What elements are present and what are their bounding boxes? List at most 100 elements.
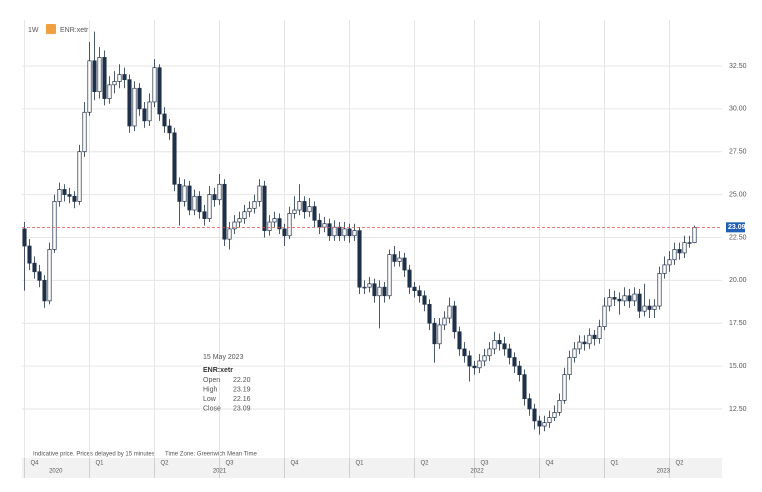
candle-body <box>42 279 47 302</box>
candle-body <box>587 334 592 345</box>
candle-body <box>497 340 502 345</box>
x-tick-label: Q4 <box>31 461 40 467</box>
candle-body <box>487 348 492 357</box>
candle-body <box>147 101 152 122</box>
candle-body <box>52 201 57 250</box>
candle-body <box>687 242 692 244</box>
candle-body <box>372 283 377 297</box>
candle-body <box>417 290 422 297</box>
candle-body <box>682 242 687 254</box>
candle-body <box>102 57 107 99</box>
candle-body <box>92 60 97 93</box>
candle-body <box>457 331 462 350</box>
candle-body <box>567 357 572 376</box>
x-tick-label: Q3 <box>481 461 490 467</box>
candle-body <box>577 341 582 350</box>
tooltip: 15 May 2023 ENR:xetr Open 22.20 High 23.19 L… <box>203 354 251 413</box>
candle-body <box>292 209 297 214</box>
candle-body <box>97 57 102 93</box>
candle-body <box>77 151 82 202</box>
candle-body <box>162 113 167 127</box>
tooltip-row-value: 23.09 <box>233 405 251 412</box>
candle-body <box>332 226 337 237</box>
candle-body <box>402 257 407 271</box>
footer-note: Indicative price. Prices delayed by 15 m… <box>33 452 155 458</box>
candle-body <box>527 398 532 410</box>
candle-body <box>602 305 607 327</box>
symbol: ENR:xetr <box>60 27 89 34</box>
candle-body <box>607 297 612 307</box>
candle-body <box>662 264 667 274</box>
candle-body <box>327 223 332 237</box>
candle-body <box>132 87 137 127</box>
y-tick-label: 20.00 <box>729 277 747 284</box>
candle-body <box>522 374 527 400</box>
tooltip-row-name: High <box>203 386 218 393</box>
candle-body <box>137 87 142 110</box>
candle-body <box>672 249 677 261</box>
candle-body <box>537 420 542 427</box>
candle-body <box>187 185 192 211</box>
candle-body <box>392 254 397 262</box>
candle-body <box>582 341 587 345</box>
candle-body <box>397 257 402 262</box>
candle-body <box>262 185 267 231</box>
candle-body <box>217 183 222 201</box>
candle-body <box>427 303 432 324</box>
candle-body <box>167 125 172 134</box>
candle-body <box>592 334 597 339</box>
candle-body <box>692 226 697 243</box>
candle-body <box>112 81 117 86</box>
candle-body <box>37 271 42 281</box>
candle-body <box>467 355 472 367</box>
candle-body <box>512 357 517 367</box>
candle-body <box>107 84 112 99</box>
candle-body <box>82 111 87 153</box>
candle-body <box>492 340 497 350</box>
candle-body <box>257 185 262 202</box>
candle-body <box>557 400 562 413</box>
candle-body <box>342 228 347 237</box>
candle-body <box>277 218 282 230</box>
candle-body <box>547 417 552 424</box>
candle-body <box>462 348 467 357</box>
candle-body <box>207 194 212 219</box>
candle-body <box>307 206 312 213</box>
y-tick-label: 15.00 <box>729 363 747 370</box>
footer-timezone: Time Zone: Greenwich Mean Time <box>165 452 257 458</box>
candle-body <box>627 295 632 302</box>
candle-body <box>312 206 317 221</box>
candle-body <box>507 348 512 358</box>
candle-body <box>642 305 647 312</box>
x-tick-label: Q2 <box>161 461 170 467</box>
x-year-label: 2022 <box>470 469 484 475</box>
y-tick-label: 22.50 <box>729 234 747 241</box>
candle-body <box>252 201 257 209</box>
x-tick-label: Q1 <box>611 461 620 467</box>
candle-body <box>227 228 232 240</box>
candle-body <box>222 183 227 240</box>
candle-body <box>377 286 382 297</box>
last-price-box <box>726 222 745 233</box>
candle-body <box>157 67 162 115</box>
candle-body <box>647 305 652 310</box>
candle-body <box>297 201 302 211</box>
candle-body <box>542 422 547 427</box>
candle-body <box>182 185 187 202</box>
candle-body <box>432 322 437 345</box>
tooltip-row-name: Low <box>203 396 217 403</box>
x-tick-label: Q2 <box>676 461 685 467</box>
x-year-label: 2020 <box>49 469 63 475</box>
candle-body <box>412 286 417 291</box>
tooltip-row-value: 22.20 <box>233 377 251 384</box>
candle-body <box>212 194 217 201</box>
tooltip-row-value: 22.16 <box>233 396 251 403</box>
candle-body <box>367 283 372 288</box>
candle-body <box>407 269 412 288</box>
candle-body <box>317 219 322 228</box>
tooltip-symbol: ENR:xetr <box>203 367 233 374</box>
candle-body <box>67 194 72 197</box>
candle-body <box>202 211 207 219</box>
candle-body <box>22 228 27 247</box>
